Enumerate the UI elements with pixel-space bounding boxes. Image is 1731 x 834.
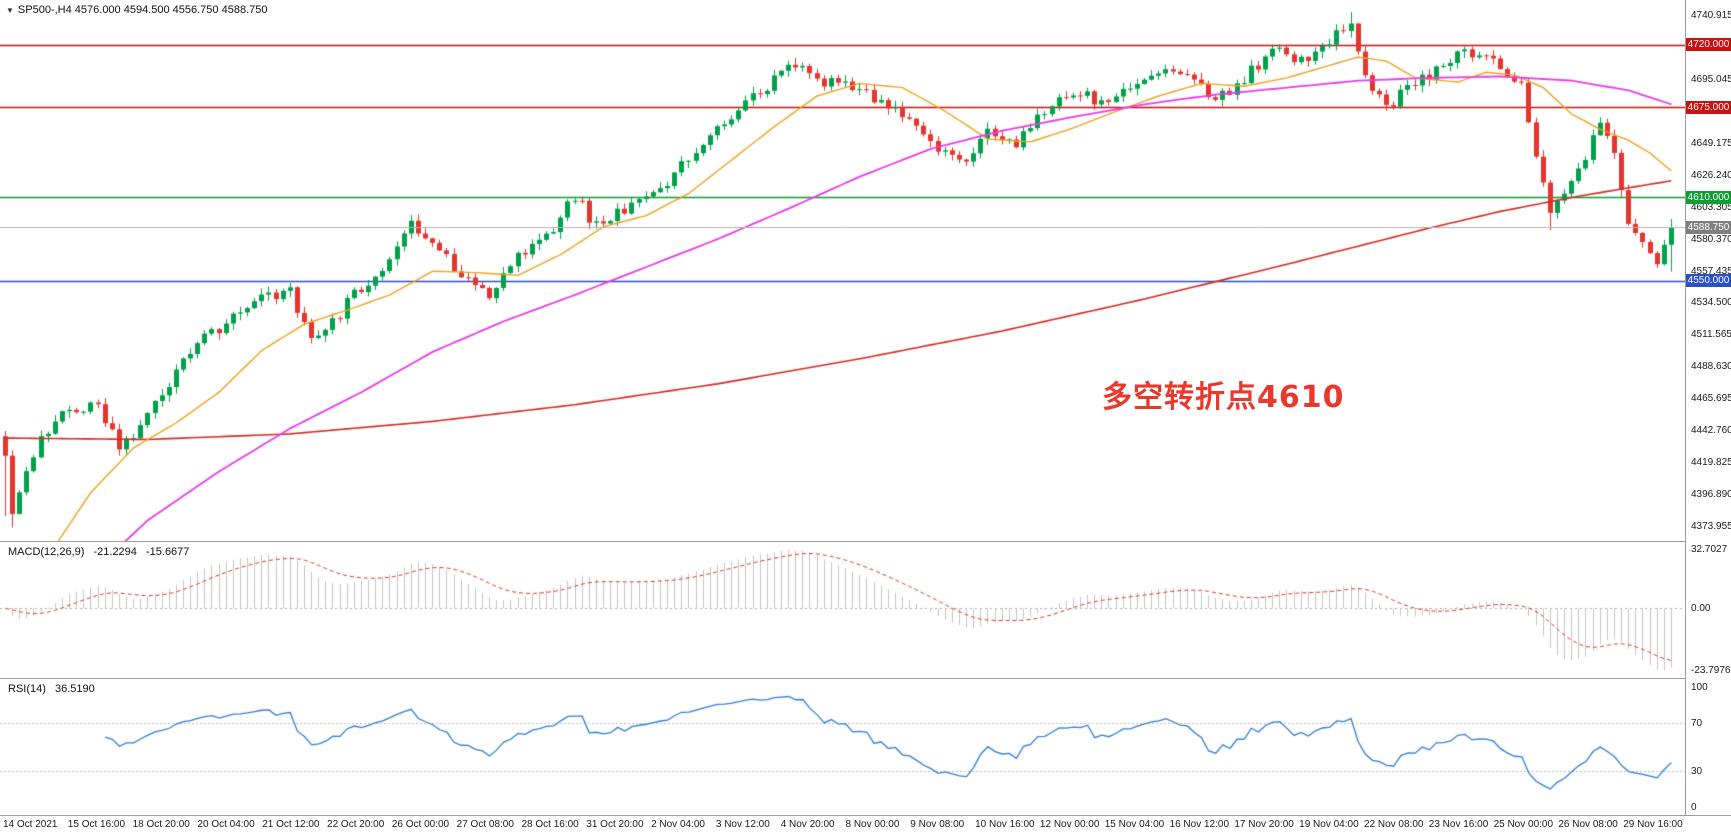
current-price-tag[interactable]: 4588.750 xyxy=(1686,220,1731,234)
macd-panel-canvas[interactable] xyxy=(0,542,1685,678)
price-tick-label: 4580.370 xyxy=(1691,233,1731,245)
price-tick-label: 4511.565 xyxy=(1691,329,1731,341)
price-level-tag[interactable]: 4675.000 xyxy=(1686,100,1731,114)
price-tick-label: 4442.760 xyxy=(1691,425,1731,437)
price-tick-label: 4488.630 xyxy=(1691,361,1731,373)
time-tick-label: 4 Nov 20:00 xyxy=(780,819,835,830)
price-level-tag[interactable]: 4550.000 xyxy=(1686,274,1731,288)
rsi-axis-label: 100 xyxy=(1691,682,1708,693)
chart-header: ▼ SP500-,H4 4576.000 4594.500 4556.750 4… xyxy=(6,4,267,16)
price-tick-label: 4603.305 xyxy=(1691,201,1731,213)
time-tick-label: 17 Nov 20:00 xyxy=(1234,819,1294,830)
rsi-value: 36.5190 xyxy=(54,683,95,695)
price-tick-label: 4419.825 xyxy=(1691,456,1731,468)
time-tick-label: 20 Oct 04:00 xyxy=(197,819,255,830)
macd-name: MACD(12,26,9) xyxy=(8,546,85,558)
price-level-tag[interactable]: 4720.000 xyxy=(1686,38,1731,51)
rsi-indicator-label: RSI(14) 36.5190 xyxy=(8,683,101,695)
time-tick-label: 22 Nov 08:00 xyxy=(1363,819,1424,830)
time-tick-label: 9 Nov 08:00 xyxy=(910,819,965,830)
panel-separator xyxy=(0,815,1731,816)
rsi-axis-label: 70 xyxy=(1691,718,1703,729)
time-tick-label: 14 Oct 2021 xyxy=(3,819,58,830)
macd-signal-value: -15.6677 xyxy=(145,546,190,558)
macd-axis-label: 0.00 xyxy=(1691,603,1711,615)
macd-indicator-label: MACD(12,26,9) -21.2294 -15.6677 xyxy=(8,546,195,558)
annotation-text[interactable]: 多空转折点4610 xyxy=(1102,380,1345,415)
rsi-axis-label: 30 xyxy=(1691,766,1703,777)
time-tick-label: 18 Oct 20:00 xyxy=(132,819,190,830)
price-axis-separator xyxy=(1685,0,1686,815)
price-tick-label: 4396.890 xyxy=(1691,488,1731,500)
time-tick-label: 23 Nov 16:00 xyxy=(1428,819,1489,830)
panel-separator xyxy=(0,541,1731,542)
macd-axis-label: 32.7027 xyxy=(1691,544,1728,555)
time-tick-label: 29 Nov 16:00 xyxy=(1623,819,1683,830)
macd-main-value: -21.2294 xyxy=(93,546,137,558)
time-tick-label: 28 Oct 16:00 xyxy=(521,819,579,830)
rsi-panel-canvas[interactable] xyxy=(0,679,1685,815)
price-tick-label: 4534.500 xyxy=(1691,297,1731,309)
time-tick-label: 21 Oct 12:00 xyxy=(262,819,320,830)
macd-axis-label: -23.7976 xyxy=(1691,665,1731,676)
time-tick-label: 31 Oct 20:00 xyxy=(586,819,644,830)
price-tick-label: 4740.915 xyxy=(1691,10,1731,22)
time-tick-label: 3 Nov 12:00 xyxy=(715,819,770,830)
price-axis[interactable]: 4740.9154717.9804695.0454672.1104649.175… xyxy=(1686,0,1731,815)
symbol-marker-icon: ▼ xyxy=(6,5,14,15)
price-tick-label: 4465.695 xyxy=(1691,393,1731,405)
price-tick-label: 4649.175 xyxy=(1691,138,1731,149)
symbol-ohlc-title: SP500-,H4 4576.000 4594.500 4556.750 458… xyxy=(17,4,268,16)
time-axis[interactable]: 14 Oct 2021 15 Oct 16:00 18 Oct 20:00 20 Oc… xyxy=(0,816,1731,834)
rsi-name: RSI(14) xyxy=(8,683,46,695)
price-level-tag[interactable]: 4610.000 xyxy=(1686,190,1731,204)
main-price-chart-canvas[interactable] xyxy=(0,0,1685,541)
time-tick-label: 8 Nov 00:00 xyxy=(845,819,900,830)
time-tick-label: 26 Oct 00:00 xyxy=(391,819,450,830)
panel-separator xyxy=(0,678,1731,679)
time-tick-label: 19 Nov 04:00 xyxy=(1299,819,1359,830)
price-tick-label: 4695.045 xyxy=(1691,74,1731,86)
time-tick-label: 12 Nov 00:00 xyxy=(1039,819,1100,830)
time-tick-label: 2 Nov 04:00 xyxy=(651,819,705,830)
price-tick-label: 4373.955 xyxy=(1691,520,1731,532)
time-tick-label: 10 Nov 16:00 xyxy=(975,819,1035,830)
time-tick-label: 25 Nov 00:00 xyxy=(1493,819,1554,830)
price-tick-label: 4557.435 xyxy=(1691,265,1731,277)
time-tick-label: 16 Nov 12:00 xyxy=(1169,819,1230,830)
time-tick-label: 26 Nov 08:00 xyxy=(1558,819,1618,830)
time-tick-label: 15 Nov 04:00 xyxy=(1104,819,1165,830)
rsi-axis-label: 0 xyxy=(1691,802,1697,813)
time-tick-label: 15 Oct 16:00 xyxy=(67,819,126,830)
time-tick-label: 22 Oct 20:00 xyxy=(327,819,385,830)
price-tick-label: 4626.240 xyxy=(1691,169,1731,181)
time-tick-label: 27 Oct 08:00 xyxy=(456,819,514,830)
